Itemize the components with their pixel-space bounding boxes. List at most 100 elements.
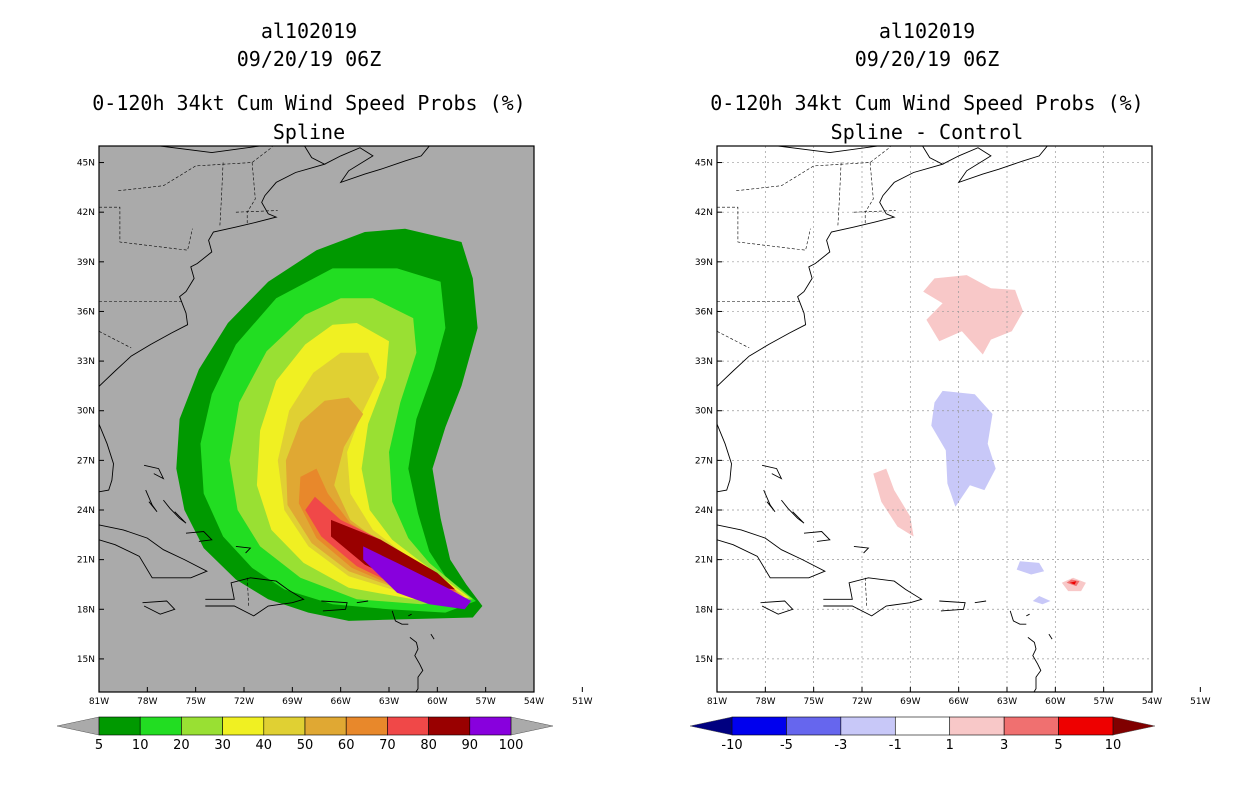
y-tick-label: 36N — [77, 307, 95, 317]
y-tick-label: 33N — [695, 357, 713, 367]
y-tick-label: 30N — [695, 407, 713, 417]
colorbar-label: 40 — [256, 738, 273, 753]
contour-level-neg1 — [1016, 561, 1045, 575]
state-borders — [717, 146, 896, 608]
colorbar-swatch — [139, 716, 182, 736]
y-tick-label: 27N — [77, 456, 95, 466]
colorbar-swatch — [469, 716, 512, 736]
colorbar-label: 5 — [1054, 738, 1062, 753]
panel-title-line-3: 0-120h 34kt Cum Wind Speed Probs (%) — [710, 91, 1143, 115]
y-tick-label: 39N — [695, 258, 713, 268]
y-tick-label: 24N — [77, 506, 95, 516]
map-frame — [98, 145, 535, 693]
colorbar: 5 10 20 30 40 50 60 70 80 90 100 — [56, 716, 554, 753]
colorbar-label: 90 — [462, 738, 479, 753]
panel-spline-minus-control: al102019 09/20/19 06Z 0-120h 34kt Cum Wi… — [689, 19, 1211, 753]
colorbar-swatch — [731, 716, 787, 736]
contour-level-neg1 — [931, 390, 996, 507]
colorbar-label: 10 — [1105, 738, 1122, 753]
y-tick-label: 42N — [695, 208, 713, 218]
coastlines — [99, 146, 435, 692]
x-tick-label: 78W — [137, 697, 157, 707]
x-tick-label: 63W — [997, 697, 1017, 707]
x-tick-label: 81W — [89, 697, 109, 707]
x-tick-label: 75W — [803, 697, 823, 707]
colorbar-label: -3 — [834, 738, 847, 753]
colorbar-label: 5 — [95, 738, 103, 753]
y-tick-label: 27N — [695, 456, 713, 466]
x-tick-label: 57W — [475, 697, 495, 707]
x-tick-label: 60W — [1045, 697, 1065, 707]
y-tick-label: 18N — [77, 605, 95, 615]
colorbar-label: 50 — [297, 738, 314, 753]
y-tick-label: 21N — [695, 556, 713, 566]
coastlines — [717, 146, 1053, 692]
x-tick-label: 54W — [524, 697, 544, 707]
colorbar-swatch — [894, 716, 951, 736]
y-tick-label: 15N — [695, 655, 713, 665]
contour-level-80 — [331, 519, 456, 590]
grid-lines — [717, 146, 1152, 692]
y-tick-label: 45N — [77, 159, 95, 169]
colorbar-label: 80 — [420, 738, 437, 753]
colorbar-label: -1 — [889, 738, 902, 753]
colorbar-label: -10 — [721, 738, 742, 753]
colorbar-swatch — [1058, 716, 1114, 736]
x-tick-label: 51W — [572, 697, 592, 707]
contour-level-1 — [923, 275, 1024, 355]
colorbar-swatch — [840, 716, 896, 736]
colorbar-over-triangle — [510, 716, 554, 736]
x-tick-label: 51W — [1190, 697, 1210, 707]
state-borders — [99, 146, 278, 608]
colorbar-swatch — [1003, 716, 1059, 736]
colorbar-swatch — [786, 716, 842, 736]
panel-title-line-1: al102019 — [261, 19, 357, 43]
colorbar-swatch — [387, 716, 429, 736]
panel-title-line-2: 09/20/19 06Z — [855, 47, 1000, 71]
y-tick-label: 21N — [77, 556, 95, 566]
x-tick-label: 66W — [330, 697, 350, 707]
colorbar-swatch — [181, 716, 223, 736]
panel-title-line-4: Spline — [273, 120, 345, 144]
colorbar-label: -5 — [780, 738, 793, 753]
panel-spline: al102019 09/20/19 06Z 0-120h 34kt Cum Wi… — [56, 19, 593, 753]
colorbar-over-triangle — [1112, 716, 1156, 736]
panel-title-line-2: 09/20/19 06Z — [237, 47, 382, 71]
y-tick-label: 36N — [695, 307, 713, 317]
map-frame — [716, 145, 1153, 693]
x-tick-label: 72W — [234, 697, 254, 707]
contour-level-neg1 — [1032, 596, 1051, 605]
colorbar-label: 30 — [214, 738, 231, 753]
x-tick-label: 69W — [282, 697, 302, 707]
x-tick-label: 69W — [900, 697, 920, 707]
colorbar-label: 20 — [173, 738, 190, 753]
y-tick-label: 24N — [695, 506, 713, 516]
colorbar-swatch — [428, 716, 471, 736]
x-tick-label: 60W — [427, 697, 447, 707]
colorbar-swatch — [98, 716, 141, 736]
colorbar-swatch — [222, 716, 265, 736]
y-tick-label: 18N — [695, 605, 713, 615]
y-tick-label: 42N — [77, 208, 95, 218]
y-tick-label: 33N — [77, 357, 95, 367]
contour-level-90 — [363, 546, 472, 610]
colorbar-swatch — [345, 716, 388, 736]
panel-title-line-4: Spline - Control — [831, 120, 1024, 144]
y-tick-label: 30N — [77, 407, 95, 417]
x-tick-label: 78W — [755, 697, 775, 707]
x-tick-label: 63W — [379, 697, 399, 707]
contour-level-1 — [873, 468, 914, 537]
map-area: 81W 78W 75W 72W 69W 66W 63W 60W 57W 54W 51W 15N 18N 2… — [77, 145, 593, 707]
colorbar-under-triangle — [56, 716, 100, 736]
x-tick-label: 81W — [707, 697, 727, 707]
colorbar: -10 -5 -3 -1 1 3 5 10 — [689, 716, 1156, 753]
y-tick-label: 15N — [77, 655, 95, 665]
colorbar-swatch — [304, 716, 347, 736]
map-area: 81W 78W 75W 72W 69W 66W 63W 60W 57W 54W 51W 15N 18N 2… — [695, 145, 1211, 707]
contour-level-5 — [1069, 581, 1077, 585]
colorbar-label: 3 — [1000, 738, 1008, 753]
panel-title-line-3: 0-120h 34kt Cum Wind Speed Probs (%) — [92, 91, 525, 115]
x-tick-label: 72W — [852, 697, 872, 707]
colorbar-swatch — [949, 716, 1005, 736]
